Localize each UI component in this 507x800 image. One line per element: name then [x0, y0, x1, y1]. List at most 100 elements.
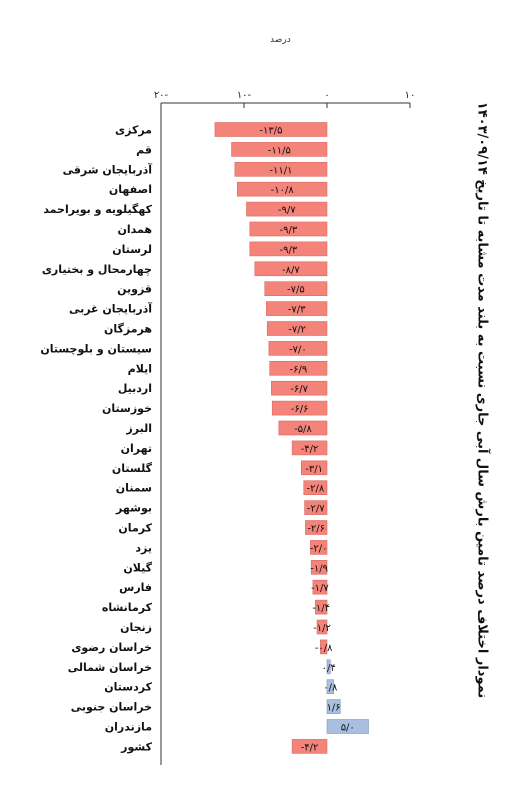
bar	[266, 301, 328, 316]
bar-value-label: -۷/۳	[288, 305, 306, 316]
bar	[254, 261, 328, 277]
bar-value-label: ۱/۶	[327, 703, 341, 714]
category-label: مرکزی	[115, 124, 152, 137]
category-label: خراسان رضوی	[71, 641, 152, 654]
bar	[315, 599, 328, 615]
bar	[268, 341, 328, 356]
x-tick-label: ۲۰-	[154, 90, 169, 101]
bar-value-label: -۶/۹	[289, 364, 307, 375]
bar-value-label: -۲/۶	[307, 524, 325, 535]
category-label: البرز	[125, 422, 152, 435]
bar	[234, 162, 328, 177]
category-label: کرمانشاه	[102, 601, 153, 614]
category-label: تهران	[121, 442, 152, 455]
bar-value-label: -۹/۳	[280, 225, 298, 236]
bar	[326, 719, 369, 734]
bar	[266, 321, 328, 336]
bar-value-label: -۲/۰	[310, 543, 328, 554]
bar-value-label: -۵/۸	[294, 424, 312, 435]
category-label: ایلام	[128, 362, 152, 375]
category-label: آذربایجان غربی	[69, 302, 152, 316]
category-label: اردبیل	[118, 382, 152, 395]
bar-value-label: -۶/۷	[290, 384, 308, 395]
bar	[278, 420, 328, 436]
bar-value-label: -۴/۲	[301, 444, 319, 455]
category-label: خوزستان	[102, 402, 152, 415]
category-label: یزد	[135, 541, 152, 554]
category-label: سیستان و بلوچستان	[40, 342, 152, 355]
category-label: فارس	[119, 581, 152, 594]
bar-value-label: -۱/۲	[313, 623, 331, 634]
bar	[310, 540, 328, 555]
bar	[231, 142, 328, 157]
bar	[310, 559, 328, 575]
unit-label: درصد	[270, 35, 291, 45]
bar-value-label: -۷/۲	[288, 325, 306, 336]
bar-value-label: -۱۳/۵	[259, 126, 282, 137]
category-label: کهگیلویه و بویراحمد	[43, 203, 152, 216]
bar-value-label: -۴/۲	[301, 742, 319, 753]
category-label: کرمان	[118, 522, 152, 535]
bar-value-label: ۵/۰	[341, 723, 355, 734]
x-tick-label: ۱۰-	[237, 90, 252, 101]
category-label: قزوین	[117, 283, 152, 296]
bar	[291, 739, 328, 754]
bar	[300, 460, 328, 476]
category-label: مازندران	[105, 721, 152, 734]
bar	[326, 699, 341, 714]
bar-value-label: -۷/۵	[287, 285, 305, 296]
bar-value-label: -۹/۳	[280, 245, 298, 256]
x-tick-label: ۰	[324, 90, 329, 101]
bar	[271, 380, 328, 396]
bar-value-label: -۱/۴	[312, 603, 330, 614]
bar-value-label: -۶/۶	[291, 404, 309, 415]
bar	[271, 400, 328, 416]
bar-value-label: -۳/۱	[305, 464, 323, 475]
bar	[316, 619, 328, 635]
bar	[264, 281, 328, 297]
bar-value-label: -۲/۷	[307, 504, 325, 515]
bar-value-label: -۱/۷	[311, 583, 329, 594]
bar	[237, 181, 328, 197]
bar-value-label: -۱۰/۸	[271, 185, 295, 196]
bar-value-label: -۹/۷	[278, 205, 296, 216]
bar	[326, 659, 331, 675]
category-label: کشور	[120, 740, 152, 753]
category-label: قم	[136, 143, 152, 156]
category-label: چهارمحال و بختیاری	[42, 263, 152, 276]
bar-value-label: -۱۱/۱	[269, 165, 292, 176]
category-label: گلستان	[112, 462, 153, 475]
category-label: زنجان	[120, 621, 152, 634]
bar	[214, 122, 328, 137]
category-label: خراسان جنوبی	[71, 701, 152, 714]
category-label: اصفهان	[109, 183, 152, 196]
bar	[249, 241, 328, 257]
category-label: سمنان	[116, 482, 152, 495]
category-label: هرمزگان	[104, 323, 152, 336]
bar-value-label: -۱۱/۵	[268, 145, 291, 156]
bar-value-label: ۰/۴	[322, 663, 336, 674]
bar	[326, 679, 334, 695]
category-label: کردستان	[104, 681, 152, 694]
category-label: بوشهر	[115, 502, 152, 515]
x-tick-label: ۱۰	[405, 90, 416, 101]
category-label: خراسان شمالی	[68, 661, 152, 674]
bar-value-label: -۷/۰	[289, 344, 307, 355]
bar	[249, 221, 328, 237]
bar-value-label: -۱/۹	[310, 563, 328, 574]
bar	[304, 500, 328, 515]
category-label: لرستان	[112, 243, 152, 256]
bar	[246, 201, 328, 217]
bar-value-label: -۸/۷	[282, 265, 300, 276]
category-label: همدان	[117, 223, 152, 236]
bar-value-label: ۰/۸	[323, 683, 338, 694]
bar	[269, 360, 328, 376]
bar	[312, 579, 328, 595]
chart-title: نمودار اختلاف درصد تامین بارش سال آبی جا…	[474, 101, 490, 699]
category-label: گیلان	[123, 561, 152, 574]
bar	[320, 639, 328, 655]
bar	[303, 480, 328, 496]
bar	[305, 520, 328, 535]
